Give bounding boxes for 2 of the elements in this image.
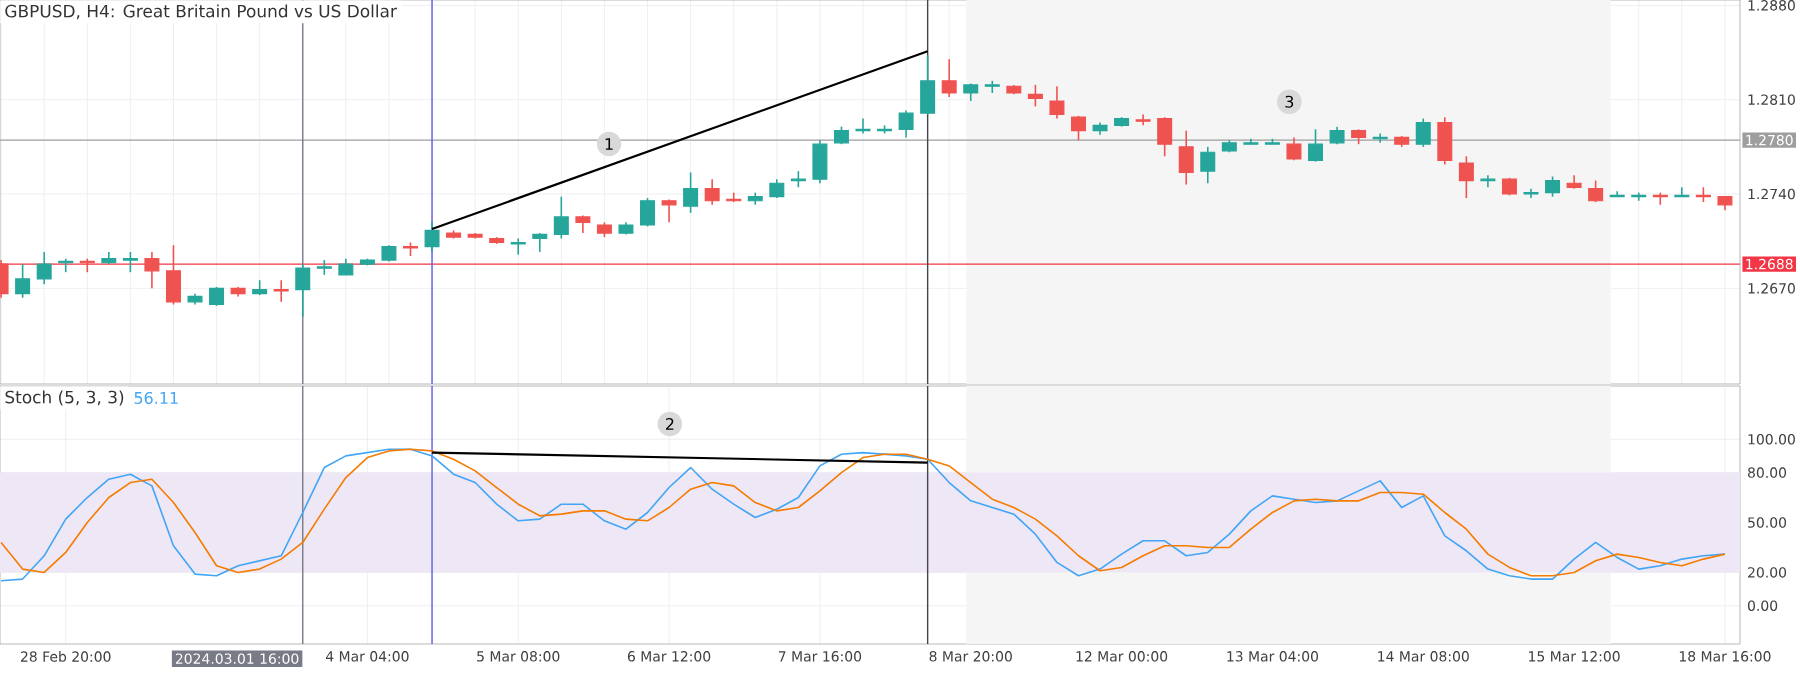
chart-title: Stoch (5, 3, 3): [5, 390, 124, 406]
chart-title: GBPUSD, H4: Great Britain Pound vs US Dollar: [5, 4, 397, 20]
